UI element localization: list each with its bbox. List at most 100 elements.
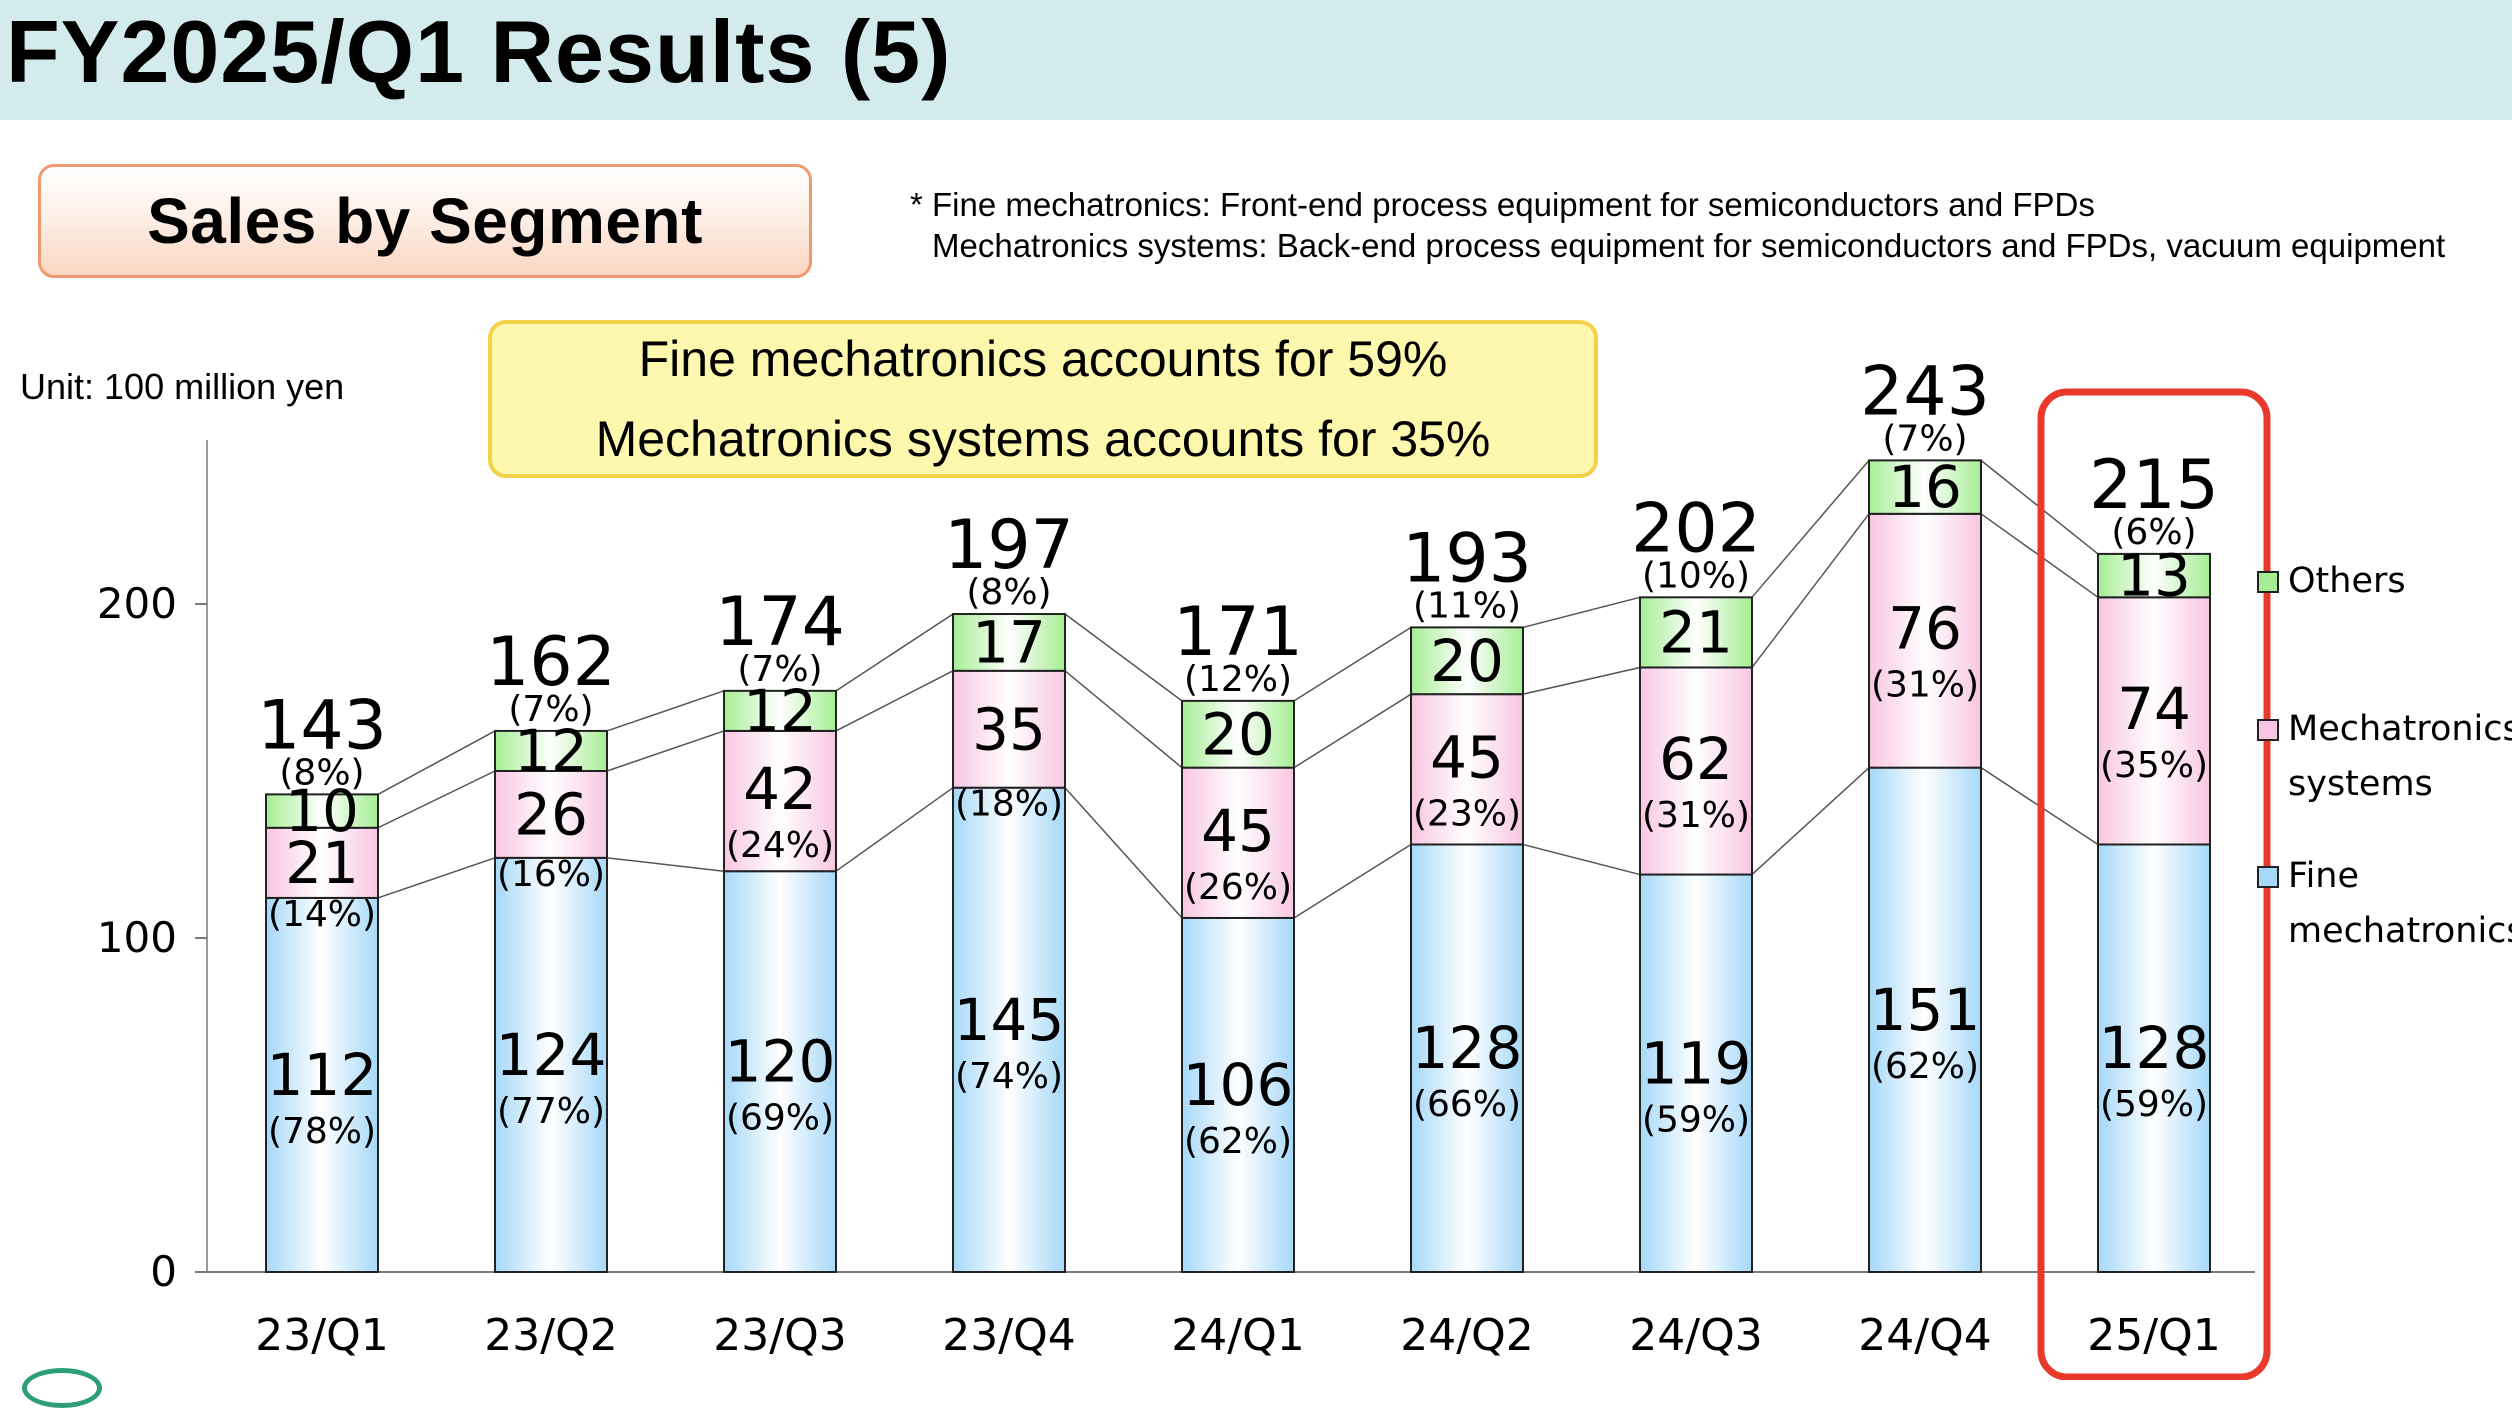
connector-line [835,670,954,732]
pct-label-systems: (31%) [1642,795,1750,836]
legend-label: mechatronics [2288,911,2512,951]
connector-line [606,857,725,872]
bar-mechatronics-systems [2097,596,2211,846]
x-tick-label: 24/Q3 [1629,1310,1762,1361]
x-tick-label: 23/Q2 [484,1310,617,1361]
pct-label-fine: (77%) [497,1091,605,1132]
value-label-fine: 106 [1183,1051,1294,1119]
bar-fine-mechatronics [1639,873,1753,1273]
pct-label-systems: (14%) [268,894,376,935]
legend-label: Others [2288,561,2406,601]
connector-line [1751,767,1870,876]
bar-fine-mechatronics [952,786,1066,1273]
value-label-systems: 21 [285,829,359,897]
pct-label-others: (7%) [1882,418,1967,459]
callout-box: Fine mechatronics accounts for 59% Mecha… [488,320,1598,478]
bar-others [1639,596,1753,669]
pct-label-others: (7%) [737,649,822,690]
value-label-others: 21 [1659,598,1733,666]
bar-others [494,729,608,772]
legend-swatch-fine [2257,866,2279,888]
bar-fine-mechatronics [723,870,837,1273]
pct-label-others: (10%) [1642,555,1750,596]
company-logo [22,1368,102,1408]
pct-label-systems: (16%) [497,854,605,895]
value-label-systems: 42 [743,755,817,823]
value-label-others: 12 [514,717,588,785]
pct-label-others: (7%) [508,689,593,730]
legend-label: systems [2288,764,2433,804]
total-label: 143 [257,686,387,765]
pct-label-fine: (66%) [1413,1084,1521,1125]
segment-label: Sales by Segment [147,185,703,257]
value-label-systems: 45 [1430,723,1504,791]
pct-label-fine: (74%) [955,1056,1063,1097]
value-label-systems: 74 [2117,675,2191,743]
pct-label-others: (12%) [1184,659,1292,700]
pct-label-fine: (78%) [268,1111,376,1152]
value-label-systems: 26 [514,780,588,848]
connector-line [1293,843,1412,919]
pct-label-fine: (62%) [1871,1046,1979,1087]
bar-fine-mechatronics [1181,916,1295,1274]
value-label-others: 16 [1888,453,1962,521]
pct-label-systems: (26%) [1184,867,1292,908]
pct-label-others: (8%) [966,572,1051,613]
total-label: 202 [1631,489,1761,568]
value-label-others: 20 [1201,700,1275,768]
bar-mechatronics-systems [1639,666,1753,876]
total-label: 174 [715,583,845,662]
value-label-fine: 120 [725,1028,836,1096]
x-tick-label: 23/Q3 [713,1310,846,1361]
value-label-fine: 145 [954,986,1065,1054]
connector-line [1293,626,1412,702]
value-label-fine: 151 [1870,976,1981,1044]
y-tick-label: 100 [97,913,177,962]
connector-line [835,613,954,692]
pct-label-systems: (35%) [2100,745,2208,786]
segment-label-box: Sales by Segment [38,164,812,278]
callout-line-2: Mechatronics systems accounts for 35% [595,411,1491,467]
connector-line [377,770,496,829]
connector-line [1064,787,1183,919]
total-label: 215 [2089,446,2219,525]
connector-line [606,730,725,772]
bar-others [952,613,1066,672]
pct-label-systems: (18%) [955,784,1063,825]
bar-others [1868,459,1982,515]
total-label: 197 [944,506,1074,585]
legend-swatch-others [2257,571,2279,593]
connector-line [835,787,954,872]
bar-mechatronics-systems [1181,766,1295,919]
bar-fine-mechatronics [494,856,608,1274]
pct-label-systems: (24%) [726,825,834,866]
value-label-others: 13 [2117,542,2191,610]
value-label-systems: 62 [1659,725,1733,793]
connector-line [1064,670,1183,769]
bar-others [723,689,837,732]
page-title: FY2025/Q1 Results (5) [6,2,952,101]
bar-fine-mechatronics [1868,766,1982,1273]
title-bar: FY2025/Q1 Results (5) [0,0,2512,120]
bar-mechatronics-systems [723,729,837,873]
y-tick-label: 200 [97,579,177,628]
value-label-others: 17 [972,608,1046,676]
x-tick-label: 24/Q4 [1858,1310,1991,1361]
bar-fine-mechatronics [1410,843,1524,1273]
value-label-fine: 128 [2099,1014,2210,1082]
pct-label-systems: (31%) [1871,665,1979,706]
x-tick-label: 23/Q1 [255,1310,388,1361]
total-label: 193 [1402,519,1532,598]
pct-label-others: (6%) [2111,512,2196,553]
pct-label-others: (8%) [279,752,364,793]
total-label: 171 [1173,593,1303,672]
value-label-systems: 45 [1201,797,1275,865]
value-label-systems: 76 [1888,595,1962,663]
pct-label-fine: (62%) [1184,1121,1292,1162]
value-label-others: 10 [285,777,359,845]
footnote: * Fine mechatronics: Front-end process e… [910,184,2445,266]
bar-mechatronics-systems [494,770,608,859]
bar-others [1181,699,1295,769]
callout-line-1: Fine mechatronics accounts for 59% [638,331,1448,387]
bar-fine-mechatronics [265,896,379,1273]
